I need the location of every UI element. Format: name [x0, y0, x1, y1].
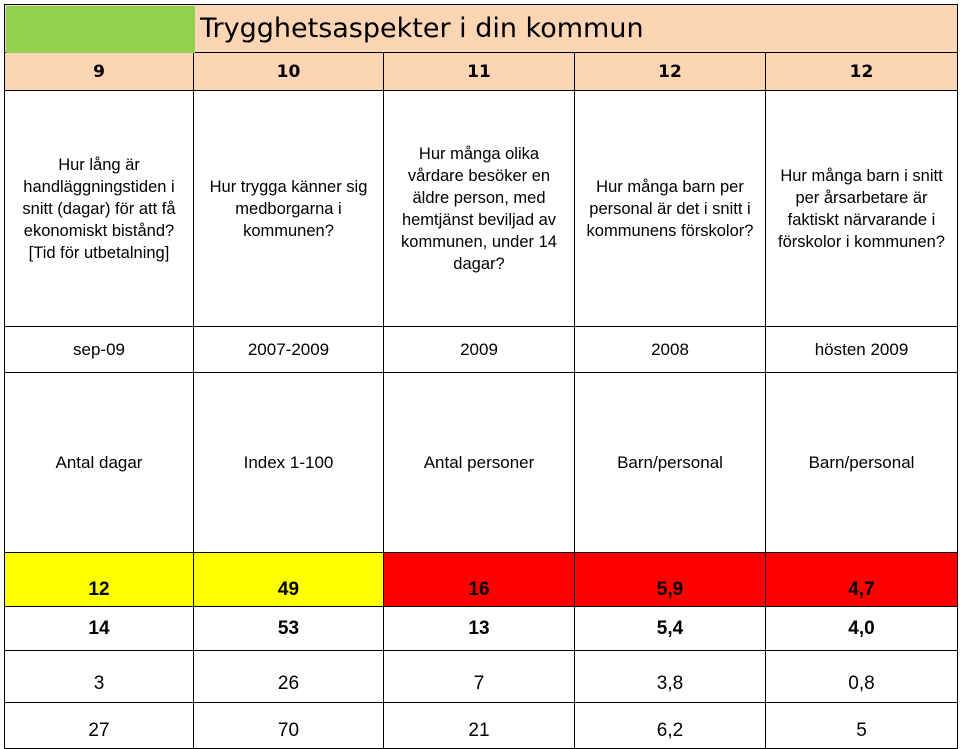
unit-cell: Index 1-100 [194, 373, 384, 553]
period-cell: hösten 2009 [766, 327, 958, 373]
value-cell: 70 [194, 703, 384, 749]
value-cell: 6,2 [575, 703, 766, 749]
unit-cell: Barn/personal [766, 373, 958, 553]
value-cell: 14 [4, 607, 194, 651]
period-cell: 2007-2009 [194, 327, 384, 373]
title-row: Trygghetsaspekter i din kommun [4, 4, 958, 53]
unit-cell: Barn/personal [575, 373, 766, 553]
period-cell: 2009 [384, 327, 575, 373]
title-cell: Trygghetsaspekter i din kommun [4, 5, 958, 53]
highlight-cell: 49 [194, 553, 384, 607]
title-accent-block [6, 6, 195, 53]
highlight-cell: 5,9 [575, 553, 766, 607]
unit-cell: Antal personer [384, 373, 575, 553]
value-row: 27 70 21 6,2 5 [4, 703, 958, 749]
highlight-cell: 4,7 [766, 553, 958, 607]
number-cell: 9 [4, 53, 194, 91]
number-row: 9 10 11 12 12 [4, 53, 958, 91]
number-cell: 10 [194, 53, 384, 91]
indicator-table: Trygghetsaspekter i din kommun 9 10 11 1… [4, 4, 958, 749]
value-cell: 13 [384, 607, 575, 651]
unit-cell: Antal dagar [4, 373, 194, 553]
question-cell: Hur många barn i snitt per årsarbetare ä… [766, 91, 958, 327]
value-cell: 3,8 [575, 651, 766, 703]
number-cell: 12 [766, 53, 958, 91]
period-row: sep-09 2007-2009 2009 2008 hösten 2009 [4, 327, 958, 373]
period-cell: 2008 [575, 327, 766, 373]
value-cell: 0,8 [766, 651, 958, 703]
value-cell: 3 [4, 651, 194, 703]
number-cell: 12 [575, 53, 766, 91]
value-cell: 21 [384, 703, 575, 749]
period-cell: sep-09 [4, 327, 194, 373]
question-row: Hur lång är handläggningstiden i snitt (… [4, 91, 958, 327]
highlight-cell: 16 [384, 553, 575, 607]
question-cell: Hur lång är handläggningstiden i snitt (… [4, 91, 194, 327]
value-cell: 5 [766, 703, 958, 749]
value-cell: 5,4 [575, 607, 766, 651]
question-cell: Hur trygga känner sig medborgarna i komm… [194, 91, 384, 327]
question-cell: Hur många barn per personal är det i sni… [575, 91, 766, 327]
unit-row: Antal dagar Index 1-100 Antal personer B… [4, 373, 958, 553]
number-cell: 11 [384, 53, 575, 91]
value-cell: 53 [194, 607, 384, 651]
value-cell: 26 [194, 651, 384, 703]
value-row: 3 26 7 3,8 0,8 [4, 651, 958, 703]
value-cell: 4,0 [766, 607, 958, 651]
highlight-cell: 12 [4, 553, 194, 607]
highlight-row: 12 49 16 5,9 4,7 [4, 553, 958, 607]
value-cell: 27 [4, 703, 194, 749]
value-cell: 7 [384, 651, 575, 703]
bold-value-row: 14 53 13 5,4 4,0 [4, 607, 958, 651]
question-cell: Hur många olika vårdare besöker en äldre… [384, 91, 575, 327]
page-title: Trygghetsaspekter i din kommun [200, 13, 644, 44]
